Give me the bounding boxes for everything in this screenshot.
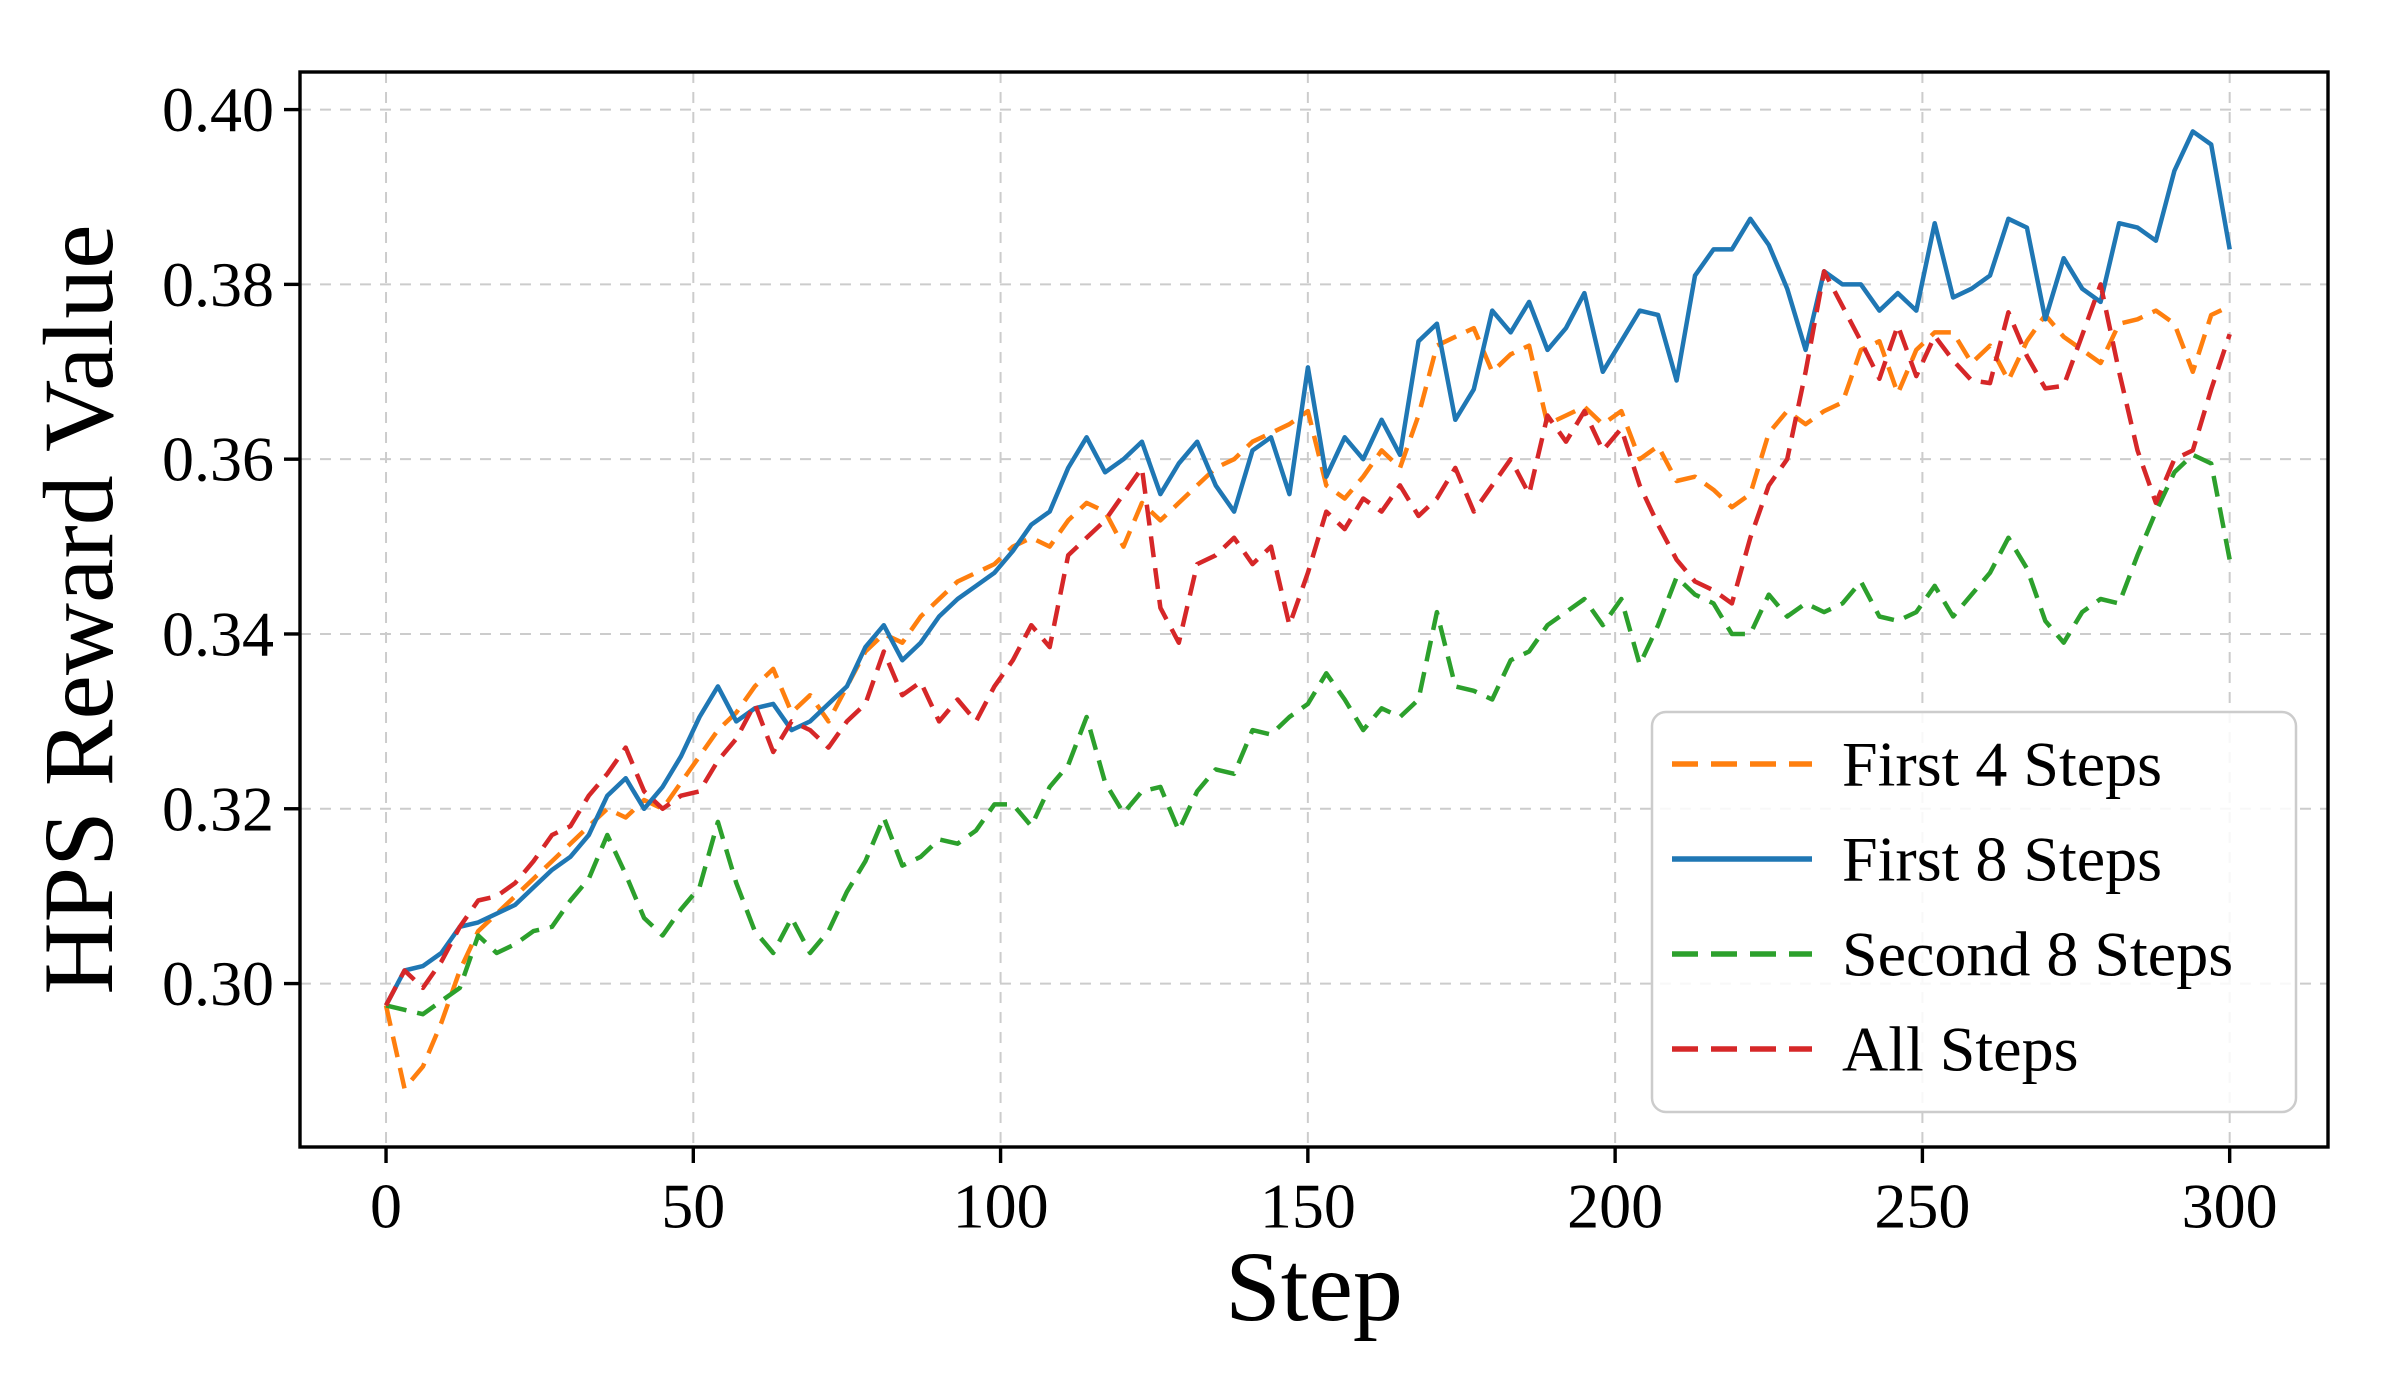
x-tick-label: 250 xyxy=(1874,1171,1970,1242)
x-tick-label: 200 xyxy=(1567,1171,1663,1242)
y-tick-label: 0.32 xyxy=(162,773,274,844)
plot-spines xyxy=(298,70,2330,1149)
legend-box xyxy=(1650,710,2298,1114)
y-tick-label: 0.34 xyxy=(162,598,274,669)
legend-label: First 8 Steps xyxy=(1842,824,2162,895)
y-tick-label: 0.30 xyxy=(162,948,274,1019)
legend-label: First 4 Steps xyxy=(1842,729,2162,800)
legend-label: All Steps xyxy=(1842,1014,2078,1085)
series-path-second-8-steps xyxy=(385,452,2232,1017)
y-tick-label: 0.38 xyxy=(162,249,274,320)
x-axis-label: Step xyxy=(1225,1231,1403,1342)
legend: First 4 Steps First 8 Steps Second 8 Steps… xyxy=(1650,710,2298,1114)
series-layer xyxy=(383,129,2232,1091)
x-tick-label: 300 xyxy=(2182,1171,2278,1242)
y-tick-label: 0.40 xyxy=(162,74,274,145)
x-tick-label: 150 xyxy=(1260,1171,1356,1242)
y-axis-label: HPS Reward Value xyxy=(23,224,134,994)
x-tick-label: 50 xyxy=(661,1171,725,1242)
plot-border xyxy=(298,70,2330,1149)
x-tick-label: 100 xyxy=(953,1171,1049,1242)
legend-label: Second 8 Steps xyxy=(1842,919,2233,990)
x-tick-label: 0 xyxy=(370,1171,402,1242)
y-tick-label: 0.36 xyxy=(162,424,274,495)
series-path-first-4-steps xyxy=(383,304,2231,1091)
series-path-first-8-steps xyxy=(384,129,2232,1007)
tick-layer: 0 50 100 150 200 250 300 0.30 0.32 0.34 0.36 0.38 0.… xyxy=(162,74,2278,1241)
series-path-all-steps xyxy=(384,269,2232,1007)
